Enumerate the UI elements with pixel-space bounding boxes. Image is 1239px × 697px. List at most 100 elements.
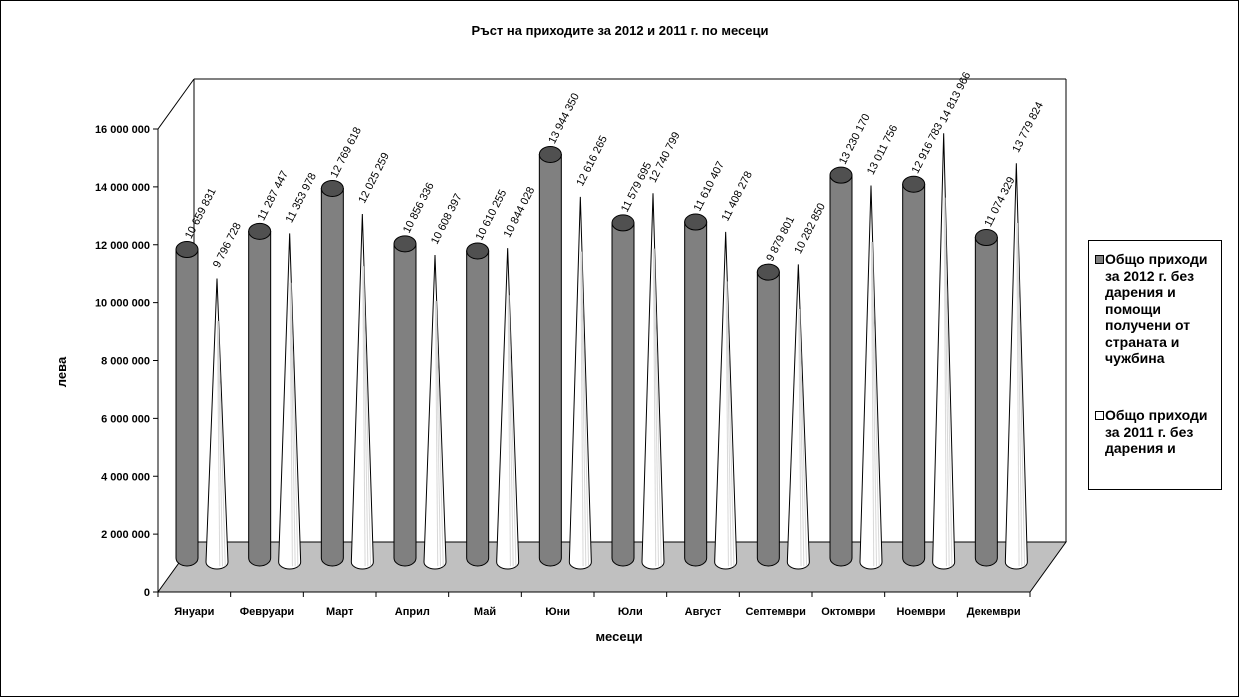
legend: Общо приходи за 2012 г. без дарения и по… (1088, 240, 1222, 490)
bar-2012 (611, 214, 635, 567)
bar-2011-shade (289, 282, 296, 567)
bar-2011-shade (944, 197, 953, 567)
bar-2012-top (393, 235, 417, 253)
x-tick-label: Август (685, 606, 722, 618)
bar-2011-shade (363, 266, 372, 567)
data-label-2012: 11 579 695 (619, 160, 654, 214)
y-tick-label: 10 000 000 (95, 298, 150, 310)
legend-swatch-2011 (1095, 411, 1104, 420)
bar-2011 (641, 193, 665, 570)
bar-2011-body (932, 133, 956, 570)
bar-2011 (278, 233, 302, 570)
bar-2011-shade (726, 281, 735, 567)
bar-2011 (496, 248, 520, 570)
bar-2011-shade (1016, 223, 1020, 567)
side-wall-top-edge (157, 78, 195, 130)
bar-2012 (538, 145, 562, 567)
y-tick-label: 2 000 000 (101, 529, 150, 541)
data-label-2011: 10 608 397 (429, 192, 465, 247)
legend-swatch-2012 (1095, 255, 1104, 264)
bar-2011 (714, 231, 738, 570)
y-tick-label: 12 000 000 (95, 240, 150, 252)
bar-2012 (756, 263, 780, 567)
bar-2012-body (684, 221, 708, 567)
bar-2011-body (786, 264, 810, 570)
bar-2011-body (859, 185, 883, 570)
bar-2012 (902, 175, 926, 567)
y-tick-label: 14 000 000 (95, 182, 150, 194)
bar-2012 (320, 179, 344, 567)
bar-2011-shade (725, 281, 729, 567)
y-tick-label: 16 000 000 (95, 124, 150, 136)
bar-2011-shade (581, 251, 590, 567)
x-tick-label: Април (395, 606, 430, 618)
bar-2012-body (611, 222, 635, 567)
data-label-2011: 11 353 978 (284, 171, 319, 225)
bar-2012-body (756, 271, 780, 567)
legend-label-2012: Общо приходи за 2012 г. без дарения и по… (1105, 251, 1208, 366)
data-label-2012: 12 769 618 (328, 125, 364, 180)
bar-2012-top (248, 222, 272, 240)
bar-2011-shade (290, 282, 299, 567)
data-label-2011: 14 813 966 (938, 70, 974, 125)
bar-2011-shade (1016, 223, 1023, 567)
bar-2011 (205, 278, 229, 570)
data-label-2012: 12 916 783 (910, 121, 946, 176)
bar-2012-body (902, 183, 926, 567)
legend-label-2011: Общо приходи за 2011 г. без дарения и (1105, 407, 1208, 456)
bar-2011-shade (217, 321, 226, 567)
bar-2011-shade (217, 321, 223, 567)
data-label-2011: 13 011 756 (865, 123, 900, 177)
y-tick-label: 8 000 000 (101, 356, 150, 368)
bar-2011-body (714, 231, 738, 570)
bar-2012-body (538, 153, 562, 567)
bar-2012-top (175, 241, 199, 259)
bar-2011-shade (435, 301, 444, 567)
x-tick-label: Октомври (821, 606, 875, 618)
bar-2012-body (393, 243, 417, 567)
bar-2012-body (466, 250, 490, 567)
bar-2011-shade (1017, 223, 1026, 567)
bar-2012 (466, 242, 490, 567)
data-label-2012: 11 074 329 (982, 175, 1017, 229)
bar-2012-body (248, 230, 272, 567)
bar-2011 (423, 255, 447, 570)
bar-2011-shade (434, 301, 439, 567)
x-tick-label: Януари (174, 606, 214, 618)
data-label-2011: 12 740 799 (647, 130, 683, 185)
bar-2012-body (175, 249, 199, 567)
bar-2011-shade (362, 266, 366, 567)
bar-2011-shade (289, 282, 293, 567)
bar-2011-shade (653, 248, 659, 567)
chart-title: Ръст на приходите за 2012 и 2011 г. по м… (472, 23, 769, 38)
bar-2011-shade (871, 241, 877, 567)
bar-2012 (248, 222, 272, 567)
bar-2011-body (423, 255, 447, 570)
x-axis-title: месеци (595, 629, 642, 644)
x-tick-label: Май (474, 606, 496, 618)
x-tick-label: Февруари (240, 606, 294, 618)
bar-2012-top (611, 214, 635, 232)
bar-2011-body (568, 196, 592, 570)
bar-2011-body (1004, 163, 1028, 570)
bar-2011 (932, 133, 956, 570)
bar-2011-shade (362, 266, 369, 567)
bar-2011-shade (943, 197, 947, 567)
bar-2011 (859, 185, 883, 570)
bar-2011 (786, 264, 810, 570)
bar-2011-body (641, 193, 665, 570)
bar-2011 (568, 196, 592, 570)
bar-2012-body (320, 187, 344, 567)
bar-2012-top (466, 242, 490, 260)
bar-2011-shade (653, 248, 662, 567)
bar-2011-body (496, 248, 520, 570)
bar-2012-top (974, 229, 998, 247)
x-tick-label: Декември (967, 606, 1021, 618)
bar-2012 (829, 166, 853, 567)
y-axis-ticks: 0 2 000 000 4 000 000 6 000 000 8 000 000 10 … (95, 124, 158, 599)
x-tick-label: Март (326, 606, 354, 618)
data-label-2012: 10 856 336 (401, 181, 437, 236)
bar-2011-shade (507, 295, 511, 567)
bar-2011-shade (580, 251, 587, 567)
x-tick-label: Ноември (896, 606, 945, 618)
